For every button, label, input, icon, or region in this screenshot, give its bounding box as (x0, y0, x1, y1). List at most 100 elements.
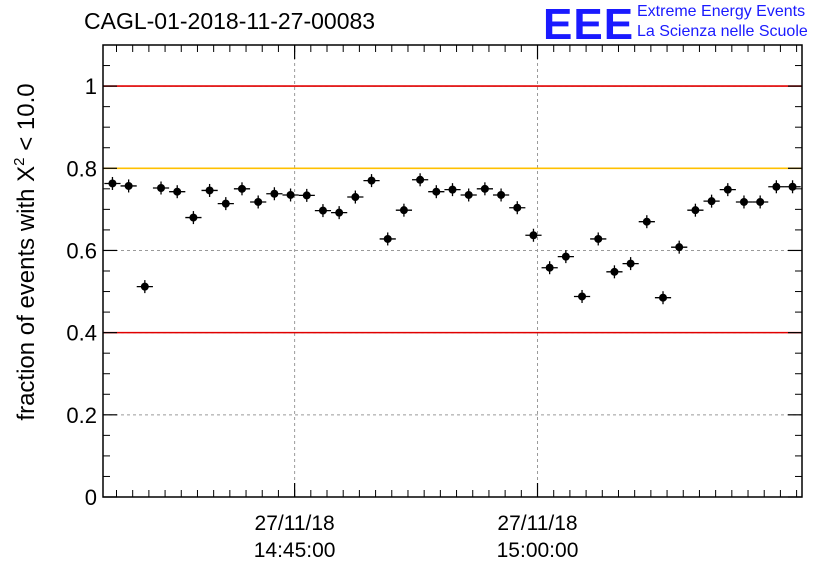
point-marker (399, 206, 408, 215)
point-marker (448, 185, 457, 194)
data-point (768, 180, 785, 194)
data-point (573, 289, 591, 303)
point-marker (367, 176, 376, 185)
y-tick-label: 0.4 (66, 321, 97, 346)
point-marker (140, 282, 149, 291)
axis-ticks: 0 0.2 0.4 0.6 0.8 1 27/11/18 14:45:00 27/11/18 15… (66, 45, 802, 562)
data-point (784, 180, 801, 194)
y-axis-label: fraction of events with X2 < 10.0 (11, 83, 40, 420)
data-point (541, 261, 558, 275)
point-marker (205, 186, 214, 195)
data-point (638, 215, 655, 229)
point-marker (302, 191, 311, 200)
point-marker (254, 197, 263, 206)
x-tick-date-label: 27/11/18 (255, 512, 335, 535)
data-point (525, 228, 542, 242)
grid-lines (103, 45, 802, 497)
data-point (654, 291, 672, 305)
data-point (250, 195, 267, 209)
data-point (719, 183, 736, 197)
point-marker (383, 234, 392, 243)
reference-lines (103, 85, 802, 334)
eee-logo-icon: EEE (543, 0, 635, 49)
y-tick-label: 0 (85, 485, 97, 510)
logo-text-line2: La Scienza nelle Scuole (637, 23, 808, 40)
point-marker (221, 199, 230, 208)
y-axis-label-sup: 2 (11, 157, 28, 165)
y-tick-label: 0.8 (66, 156, 97, 181)
point-marker (610, 267, 619, 276)
data-point (428, 185, 445, 199)
point-marker (497, 190, 506, 199)
point-marker (756, 197, 765, 206)
point-marker (464, 190, 473, 199)
y-tick-label: 1 (85, 74, 97, 99)
data-point (104, 176, 121, 190)
x-tick-time-label: 15:00:00 (497, 539, 579, 562)
y-tick-label: 0.6 (66, 238, 97, 263)
point-marker (513, 203, 522, 212)
y-axis-label-suffix: < 10.0 (13, 83, 40, 157)
data-point (266, 187, 283, 201)
data-point (152, 181, 170, 195)
data-point (282, 188, 299, 202)
point-marker (578, 292, 587, 301)
point-marker (416, 175, 425, 184)
x-tick-time-label: 14:45:00 (254, 539, 336, 562)
point-marker (270, 189, 279, 198)
point-marker (691, 206, 700, 215)
point-marker (545, 263, 554, 272)
point-marker (173, 187, 182, 196)
data-point (363, 174, 380, 188)
point-marker (124, 181, 133, 190)
point-marker (237, 184, 246, 193)
point-marker (189, 213, 198, 222)
point-marker (788, 182, 797, 191)
point-marker (642, 217, 651, 226)
data-point (136, 280, 153, 294)
logo-text-line1: Extreme Energy Events (637, 3, 806, 20)
point-marker (675, 243, 684, 252)
point-marker (594, 234, 603, 243)
x-tick-date-label: 27/11/18 (497, 512, 577, 535)
data-point (687, 203, 704, 217)
y-axis-label-prefix: fraction of events with X (13, 166, 40, 421)
data-point (201, 183, 218, 197)
data-point (379, 232, 396, 246)
data-point (622, 257, 639, 271)
point-marker (351, 193, 360, 202)
point-marker (286, 190, 295, 199)
data-point (590, 232, 607, 246)
data-point (703, 194, 720, 208)
data-point (331, 206, 348, 220)
point-marker (335, 208, 344, 217)
data-point (735, 195, 753, 209)
data-point (752, 195, 769, 209)
run-title: CAGL-01-2018-11-27-00083 (84, 8, 376, 34)
data-point (298, 188, 315, 202)
plot-frame (102, 44, 803, 498)
point-marker (626, 259, 635, 268)
data-point (395, 203, 413, 217)
data-point (509, 201, 526, 215)
data-point (606, 265, 623, 279)
point-marker (318, 206, 327, 215)
point-marker (739, 197, 748, 206)
data-point (557, 250, 574, 264)
point-marker (108, 179, 117, 188)
data-point (185, 211, 202, 225)
data-point (120, 179, 137, 193)
data-points (104, 173, 801, 305)
point-marker (723, 185, 732, 194)
point-marker (561, 252, 570, 261)
data-point (233, 182, 251, 196)
point-marker (707, 197, 716, 206)
data-point (217, 197, 234, 211)
y-tick-label: 0.2 (66, 403, 97, 428)
point-marker (659, 293, 668, 302)
data-point (412, 173, 429, 187)
data-point (444, 183, 461, 197)
data-point (460, 188, 477, 202)
point-marker (157, 183, 166, 192)
